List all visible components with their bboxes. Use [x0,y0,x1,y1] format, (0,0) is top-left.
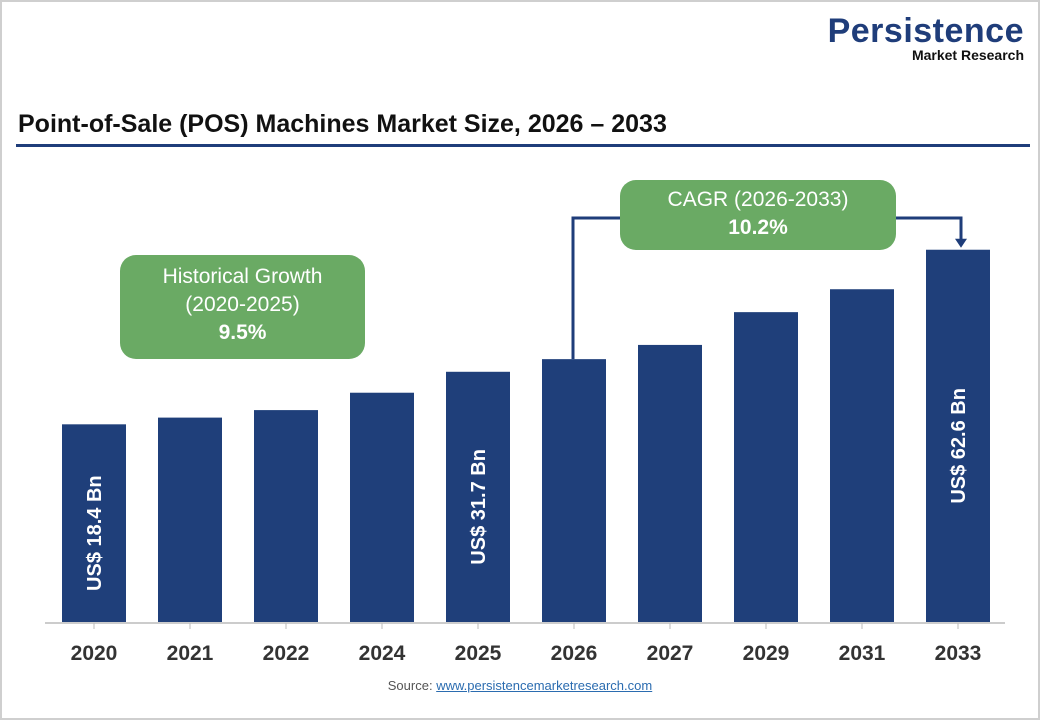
title-divider [16,144,1030,147]
bar-2021 [158,417,222,622]
data-label-2020: US$ 18.4 Bn [84,475,106,591]
historical-growth-callout: Historical Growth (2020-2025) 9.5% [120,255,365,359]
cagr-connector-left [571,216,620,360]
chart-title: Point-of-Sale (POS) Machines Market Size… [18,110,667,138]
x-tick-label-2029: 2029 [743,642,790,665]
cagr-connector-right [896,216,963,240]
data-label-2025: US$ 31.7 Bn [468,449,490,565]
bar-2027 [638,344,702,622]
historical-period: (2020-2025) [185,293,300,316]
x-tick-label-2025: 2025 [455,642,502,665]
source-link[interactable]: www.persistencemarketresearch.com [436,678,653,693]
x-tick-label-2022: 2022 [263,642,310,665]
x-tick-label-2020: 2020 [71,642,118,665]
x-tick-label-2027: 2027 [647,642,694,665]
source-note: Source: www.persistencemarketresearch.co… [0,678,1040,693]
x-tick-label-2031: 2031 [839,642,886,665]
x-tick-label-2021: 2021 [167,642,214,665]
logo-name: Persistence [827,12,1024,50]
cagr-value: 10.2% [728,216,788,239]
bar-2031 [830,289,894,622]
bar-2029 [734,312,798,622]
bar-2025 [446,371,510,622]
cagr-label: CAGR (2026-2033) [667,188,849,211]
historical-label: Historical Growth [162,265,323,288]
x-tick-label-2033: 2033 [935,642,982,665]
arrow-down-icon [955,238,967,248]
x-tick-label-2026: 2026 [551,642,598,665]
bar-2020 [62,424,126,622]
data-label-2033: US$ 62.6 Bn [948,388,970,504]
cagr-callout: CAGR (2026-2033) 10.2% [620,180,896,250]
logo-tagline: Market Research [911,47,1024,63]
brand-logo: Persistence Market Research [828,14,1024,62]
bar-2033 [926,249,990,623]
x-tick-label-2024: 2024 [359,642,406,665]
source-prefix: Source: [387,678,437,693]
bar-2026 [542,359,606,622]
bar-2024 [350,392,414,622]
historical-value: 9.5% [218,321,267,344]
bar-2022 [254,410,318,622]
